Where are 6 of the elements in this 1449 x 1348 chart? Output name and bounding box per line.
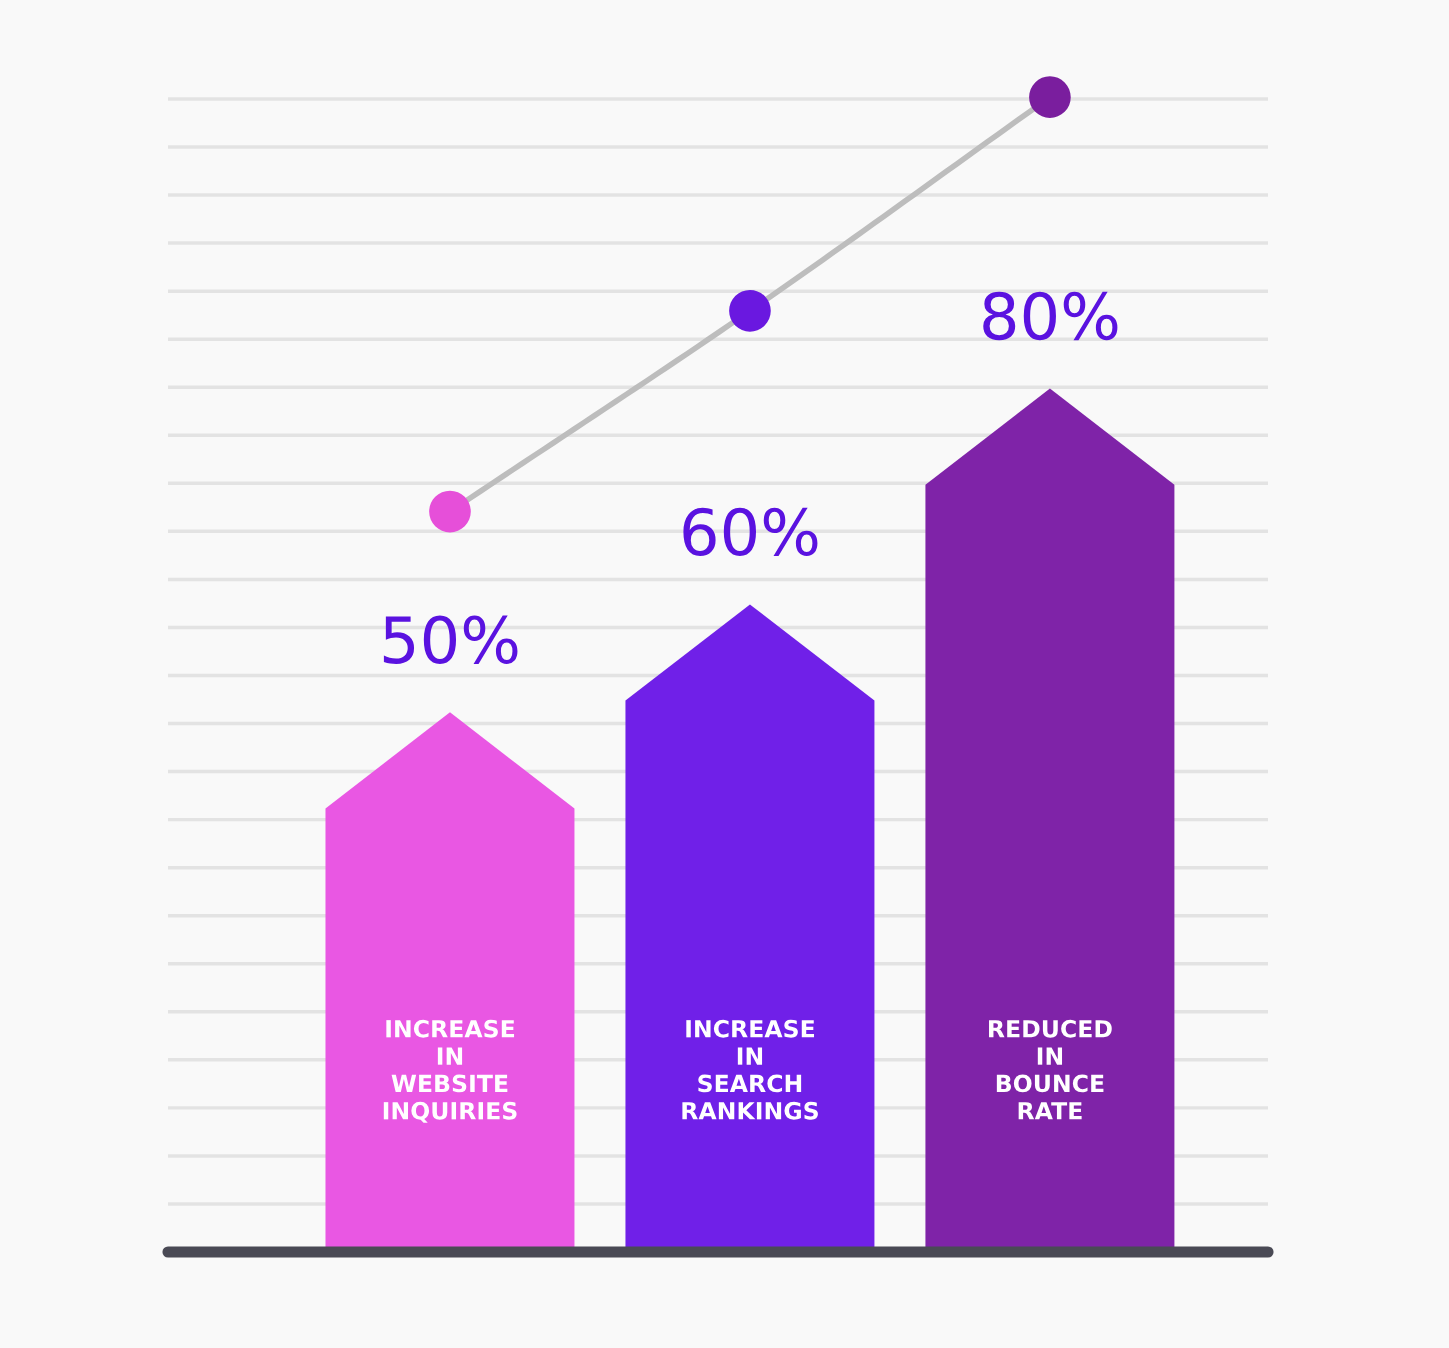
data-label: 50% xyxy=(383,615,518,664)
data-label: 80% xyxy=(983,291,1118,341)
x-tick-label: REDUCED IN BOUNCE RATE xyxy=(989,1019,1112,1120)
x-tick-label: INCREASE IN WEBSITE INQUIRIES xyxy=(383,1019,517,1123)
data-label: 60% xyxy=(683,507,818,556)
x-tick-label: INCREASE IN SEARCH RANKINGS xyxy=(682,1019,818,1120)
